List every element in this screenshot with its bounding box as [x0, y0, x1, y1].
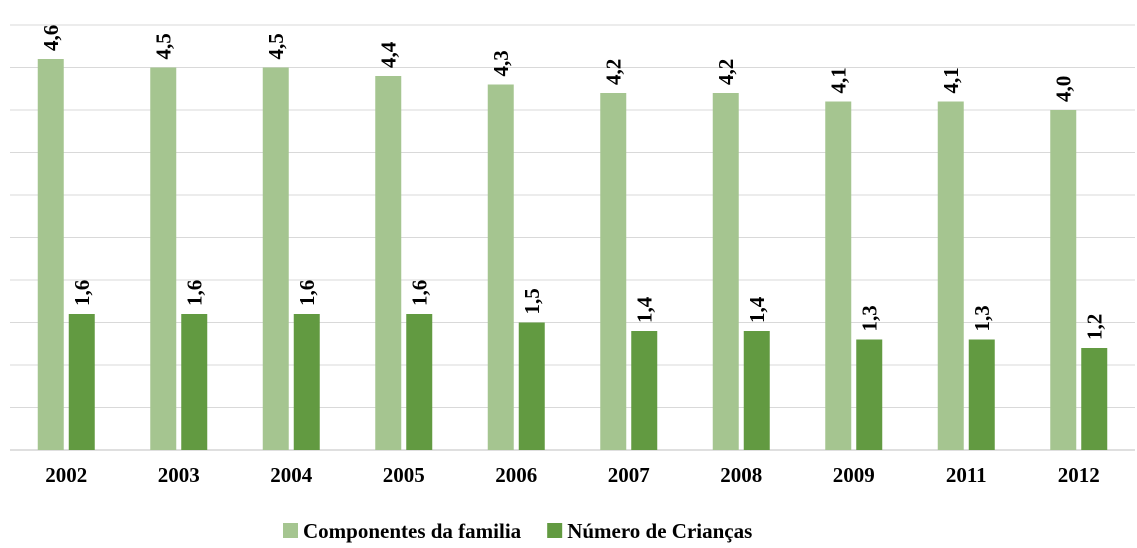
bar — [37, 59, 64, 450]
x-tick-label: 2008 — [720, 463, 762, 487]
data-label: 1,4 — [632, 296, 656, 323]
data-label: 1,5 — [520, 288, 544, 314]
data-label: 4,1 — [939, 67, 963, 93]
bar — [1081, 348, 1108, 450]
data-label: 1,6 — [295, 280, 319, 306]
bar — [518, 322, 545, 450]
bar — [968, 339, 995, 450]
bar — [375, 76, 402, 450]
bar — [1050, 110, 1077, 450]
data-label: 4,6 — [39, 25, 63, 51]
bar — [262, 67, 289, 450]
bar — [712, 93, 739, 450]
bar — [856, 339, 883, 450]
data-label: 1,3 — [970, 305, 994, 331]
x-tick-label: 2006 — [495, 463, 537, 487]
data-label: 4,4 — [376, 41, 400, 68]
bar — [600, 93, 627, 450]
x-tick-label: 2005 — [383, 463, 425, 487]
data-label: 4,1 — [826, 67, 850, 93]
data-label: 4,2 — [714, 59, 738, 85]
x-tick-label: 2003 — [158, 463, 200, 487]
bar — [293, 314, 320, 450]
data-label: 1,3 — [857, 305, 881, 331]
data-label: 4,5 — [151, 33, 175, 59]
bar — [68, 314, 95, 450]
data-label: 1,6 — [407, 280, 431, 306]
bar — [743, 331, 770, 450]
data-label: 1,6 — [182, 280, 206, 306]
bar — [937, 101, 964, 450]
bar — [406, 314, 433, 450]
legend: Componentes da familia Número de Crianças — [283, 519, 752, 543]
data-label: 1,2 — [1082, 314, 1106, 340]
legend-label: Número de Crianças — [567, 519, 752, 543]
data-label: 1,6 — [70, 280, 94, 306]
bar — [181, 314, 208, 450]
data-label: 4,0 — [1051, 76, 1075, 102]
bar — [487, 84, 514, 450]
x-tick-label: 2009 — [833, 463, 875, 487]
data-label: 4,3 — [489, 50, 513, 76]
bar — [631, 331, 658, 450]
x-tick-label: 2011 — [946, 463, 987, 487]
legend-label: Componentes da familia — [303, 519, 522, 543]
bar — [825, 101, 852, 450]
x-tick-label: 2012 — [1058, 463, 1100, 487]
bar — [150, 67, 177, 450]
legend-swatch — [547, 523, 563, 538]
x-tick-label: 2002 — [45, 463, 87, 487]
x-tick-label: 2004 — [270, 463, 313, 487]
data-label: 4,5 — [264, 33, 288, 59]
data-label: 4,2 — [601, 59, 625, 85]
x-tick-label: 2007 — [608, 463, 650, 487]
legend-swatch — [283, 523, 298, 538]
data-label: 1,4 — [745, 296, 769, 323]
